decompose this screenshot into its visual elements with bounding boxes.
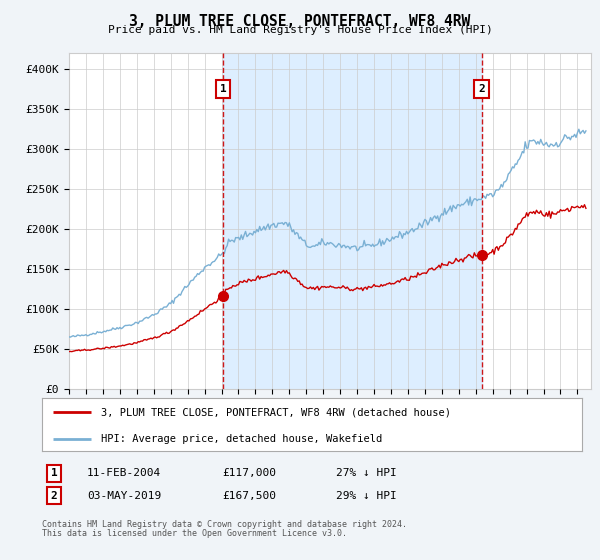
Text: £167,500: £167,500 [222,491,276,501]
Text: Price paid vs. HM Land Registry's House Price Index (HPI): Price paid vs. HM Land Registry's House … [107,25,493,35]
Text: £117,000: £117,000 [222,468,276,478]
Text: 1: 1 [220,84,227,94]
Text: 29% ↓ HPI: 29% ↓ HPI [336,491,397,501]
Text: 11-FEB-2004: 11-FEB-2004 [87,468,161,478]
Text: 2: 2 [50,491,58,501]
Text: 03-MAY-2019: 03-MAY-2019 [87,491,161,501]
Text: 27% ↓ HPI: 27% ↓ HPI [336,468,397,478]
Text: 3, PLUM TREE CLOSE, PONTEFRACT, WF8 4RW (detached house): 3, PLUM TREE CLOSE, PONTEFRACT, WF8 4RW … [101,408,451,418]
Text: This data is licensed under the Open Government Licence v3.0.: This data is licensed under the Open Gov… [42,529,347,538]
Text: 2: 2 [478,84,485,94]
Text: HPI: Average price, detached house, Wakefield: HPI: Average price, detached house, Wake… [101,434,383,444]
Bar [223,53,482,389]
Text: 1: 1 [50,468,58,478]
Text: 3, PLUM TREE CLOSE, PONTEFRACT, WF8 4RW: 3, PLUM TREE CLOSE, PONTEFRACT, WF8 4RW [130,14,470,29]
Text: Contains HM Land Registry data © Crown copyright and database right 2024.: Contains HM Land Registry data © Crown c… [42,520,407,529]
